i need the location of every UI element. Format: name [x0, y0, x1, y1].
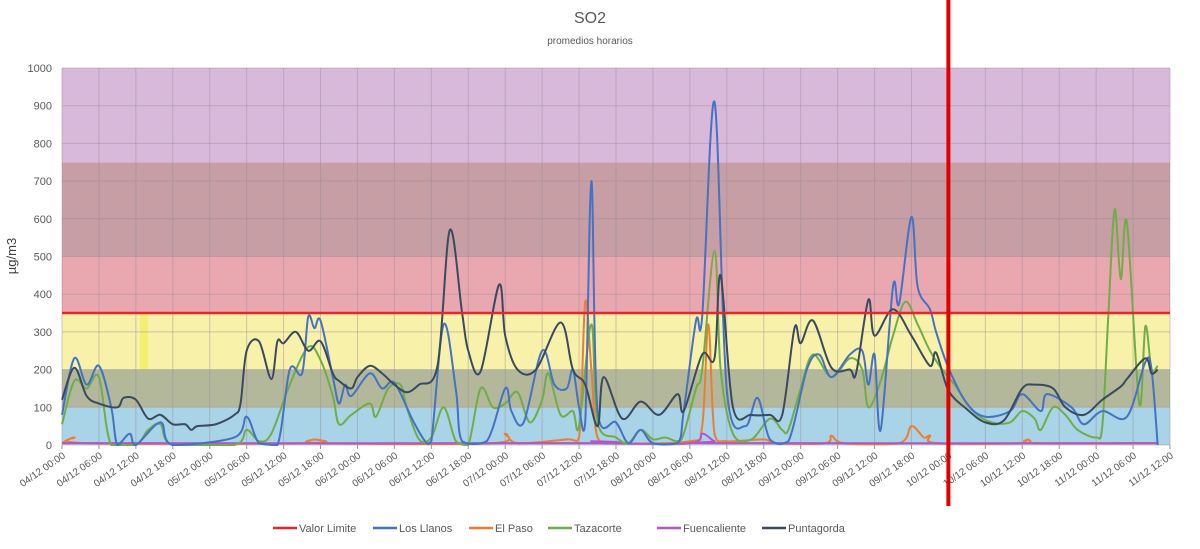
y-tick-label: 900	[34, 101, 52, 113]
y-tick-label: 700	[34, 176, 52, 188]
band-100-200	[62, 369, 1170, 408]
y-tick-label: 200	[34, 365, 52, 377]
legend-label-puntagorda: Puntagorda	[788, 523, 846, 535]
y-axis-ticks: 0 100 200 300 400 500 600 700 800 900 1000	[28, 63, 52, 452]
legend-label-valor-limite: Valor Limite	[299, 523, 356, 535]
yellow-highlight	[140, 313, 148, 370]
series-tazacorte	[61, 208, 1159, 446]
y-tick-label: 800	[34, 138, 52, 150]
y-tick-label: 400	[34, 289, 52, 301]
y-tick-label: 500	[34, 252, 52, 264]
legend-label-tazacorte: Tazacorte	[574, 523, 622, 535]
legend-label-fuencaliente: Fuencaliente	[683, 523, 746, 535]
band-200-350	[62, 313, 1170, 370]
y-tick-label: 300	[34, 327, 52, 339]
band-750-1000	[62, 68, 1170, 163]
y-tick-label: 0	[46, 440, 52, 452]
y-tick-label: 1000	[28, 63, 52, 75]
y-tick-label: 100	[34, 402, 52, 414]
chart-title: SO2	[574, 10, 606, 27]
y-tick-label: 600	[34, 214, 52, 226]
highlight-mark	[140, 313, 148, 370]
legend-label-los-llanos: Los Llanos	[399, 523, 453, 535]
band-350-500	[62, 256, 1170, 314]
y-axis-label: µg/m3	[4, 238, 19, 274]
band-0-100	[62, 407, 1170, 445]
series-puntagorda	[61, 228, 1159, 431]
background-bands	[62, 68, 1170, 445]
series-los-llanos	[61, 100, 1159, 446]
chart-subtitle: promedios horarios	[547, 36, 633, 47]
legend-label-el-paso: El Paso	[495, 523, 533, 535]
band-500-750	[62, 162, 1170, 257]
series-lines	[61, 100, 1170, 446]
legend: Valor Limite Los Llanos El Paso Tazacorte Fu…	[273, 523, 846, 535]
